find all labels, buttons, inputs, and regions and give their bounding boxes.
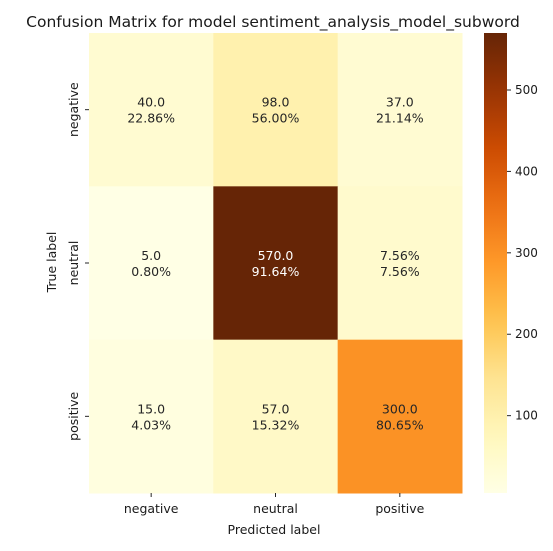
heatmap-cell-positive-positive: [337, 339, 463, 494]
x-axis-label: Predicted label: [228, 522, 321, 537]
cell-annotation-negative-neutral: 98.0 56.00%: [252, 95, 300, 126]
heatmap-cell-labels: 40.0 22.86% 98.0 56.00% 37.0 21.14% 5.0 0.80% 57…: [127, 95, 423, 433]
chart-title: Confusion Matrix for model sentiment_ana…: [26, 13, 520, 32]
x-tick-label: positive: [375, 501, 424, 516]
cell-annotation-negative-positive: 37.0 21.14%: [376, 95, 424, 126]
y-tick-label: negative: [66, 82, 81, 137]
heatmap-cell-positive-negative: [89, 339, 214, 494]
colorbar-tick-label: 400: [515, 164, 538, 178]
cell-annotation-neutral-negative: 5.0 0.80%: [131, 248, 171, 279]
heatmap-cell-neutral-negative: [89, 186, 214, 341]
y-tick-label: positive: [66, 392, 81, 441]
colorbar-tick-label: 100: [515, 409, 538, 423]
x-axis-ticks: negative neutral positive: [124, 493, 425, 516]
colorbar-ticks: 100 200 300 400 500: [507, 83, 538, 423]
colorbar-tick-label: 300: [515, 246, 538, 260]
cell-annotation-positive-positive: 300.0 80.65%: [376, 401, 424, 432]
x-tick-label: neutral: [253, 501, 298, 516]
colorbar: [484, 33, 507, 493]
colorbar-tick-label: 200: [515, 327, 538, 341]
heatmap-cell-neutral-neutral: [213, 186, 339, 341]
heatmap-cell-negative-positive: [337, 33, 463, 187]
heatmap-cells: [89, 33, 463, 494]
heatmap-cell-negative-negative: [89, 33, 214, 187]
x-tick-label: negative: [124, 501, 179, 516]
heatmap-cell-negative-neutral: [213, 33, 339, 187]
cell-annotation-negative-negative: 40.0 22.86%: [127, 95, 175, 126]
cell-annotation-positive-negative: 15.0 4.03%: [131, 401, 171, 432]
cell-annotation-neutral-neutral: 570.0 91.64%: [252, 248, 300, 279]
y-axis-label: True label: [44, 232, 59, 294]
heatmap-cell-neutral-positive: [337, 186, 463, 341]
cell-annotation-neutral-positive: 7.56% 7.56%: [380, 248, 420, 279]
y-tick-label: neutral: [66, 241, 81, 286]
y-axis-ticks: negative neutral positive: [66, 82, 89, 441]
heatmap-cell-positive-neutral: [213, 339, 339, 494]
colorbar-tick-label: 500: [515, 83, 538, 97]
cell-annotation-positive-neutral: 57.0 15.32%: [252, 401, 300, 432]
